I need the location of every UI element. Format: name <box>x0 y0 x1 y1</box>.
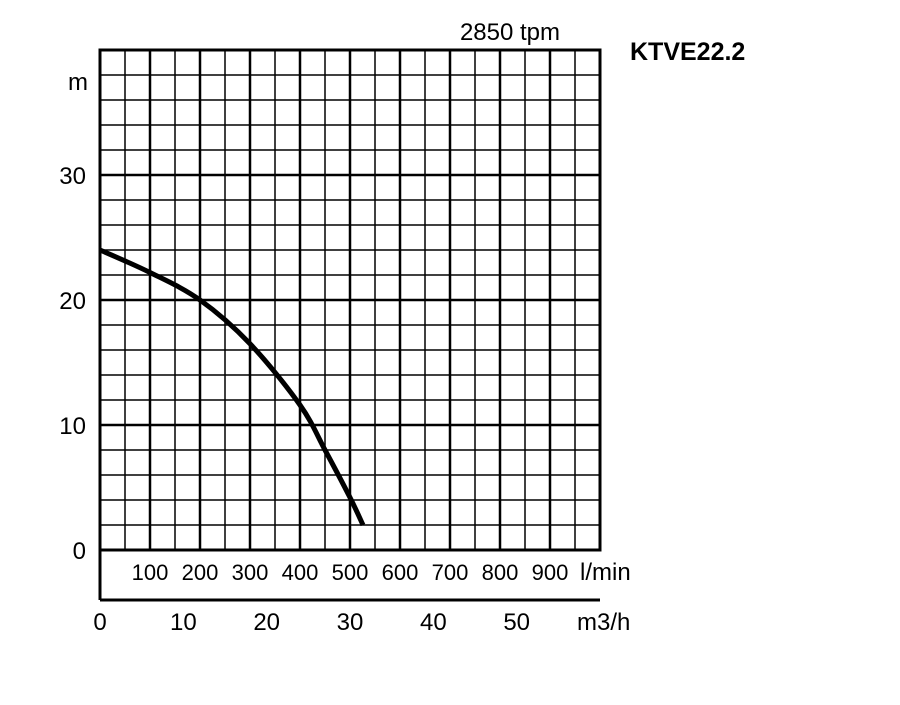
x-tick-label-lmin: 600 <box>382 560 419 585</box>
x-tick-label-m3h: 20 <box>253 609 280 636</box>
x-tick-label-m3h: 0 <box>93 609 106 636</box>
chart-title: KTVE22.2 <box>630 38 745 66</box>
x-tick-label-lmin: 700 <box>432 560 469 585</box>
x-tick-label-lmin: 400 <box>282 560 319 585</box>
x-tick-label-lmin: 500 <box>332 560 369 585</box>
y-tick-label: 10 <box>59 413 86 440</box>
y-axis-label: m <box>68 69 88 96</box>
x-tick-label-lmin: 200 <box>182 560 219 585</box>
x-axis-label-m3h: m3/h <box>577 609 630 636</box>
x-tick-label-lmin: 900 <box>532 560 569 585</box>
pump-curve-line <box>98 247 366 527</box>
x-tick-label-m3h: 50 <box>503 609 530 636</box>
x-tick-label-lmin: 800 <box>482 560 519 585</box>
chart-subtitle: 2850 tpm <box>460 19 560 46</box>
plot-border <box>98 48 602 552</box>
x-tick-label-lmin: 100 <box>132 560 169 585</box>
x-tick-label-m3h: 30 <box>337 609 364 636</box>
x-tick-label-lmin: 300 <box>232 560 269 585</box>
y-tick-label: 30 <box>59 163 86 190</box>
x-axis-label-lmin: l/min <box>580 559 631 586</box>
y-tick-label: 0 <box>73 538 86 565</box>
y-tick-label: 20 <box>59 288 86 315</box>
x-tick-label-m3h: 10 <box>170 609 197 636</box>
x-tick-label-m3h: 40 <box>420 609 447 636</box>
